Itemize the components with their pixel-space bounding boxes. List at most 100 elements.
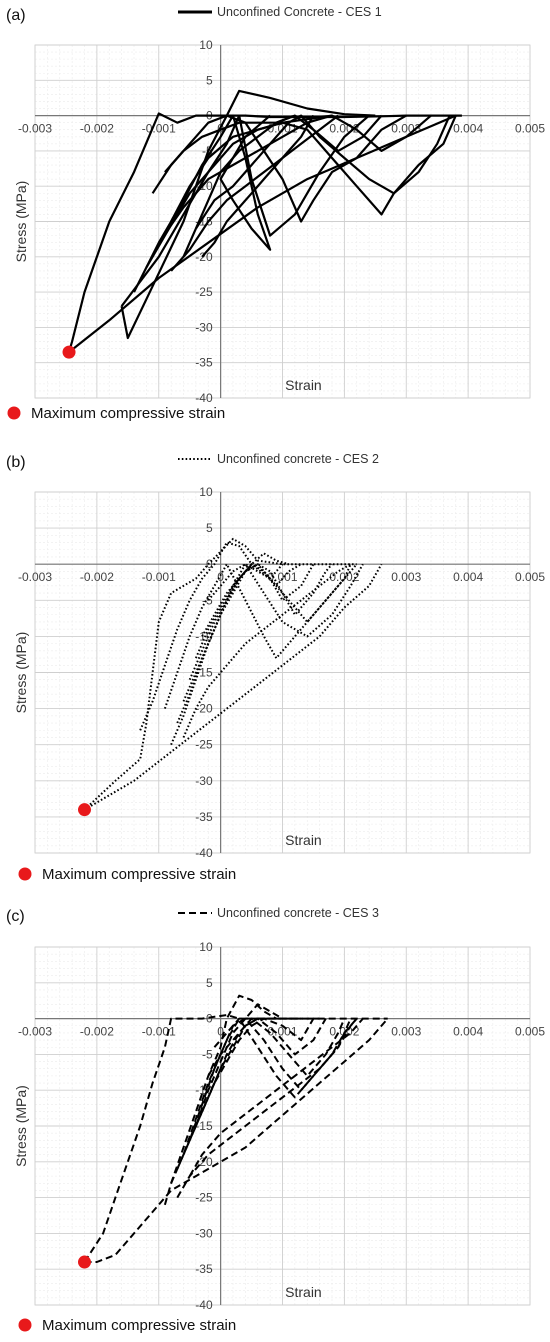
- x-tick-label: -0.002: [80, 1025, 114, 1039]
- x-tick-label: 0.005: [515, 570, 545, 584]
- y-tick-label: -25: [195, 738, 213, 752]
- note-text: Maximum compressive strain: [42, 1317, 236, 1334]
- y-tick-label: -25: [195, 1191, 213, 1205]
- stress-strain-path: [68, 114, 457, 353]
- chart-panel-3: (c) Unconfined concrete - CES 3 -0.003 -0.0…: [6, 906, 545, 1334]
- x-axis-title: Strain: [285, 832, 322, 848]
- x-tick-label: 0.003: [391, 1025, 421, 1039]
- y-tick-label: 10: [199, 38, 213, 52]
- stress-strain-path: [182, 563, 352, 738]
- x-tick-label: 0.003: [391, 122, 421, 136]
- x-axis-title: Strain: [285, 377, 322, 393]
- x-tick-label: -0.001: [142, 1025, 176, 1039]
- y-tick-label: 5: [206, 521, 213, 535]
- stress-strain-path: [84, 1017, 389, 1263]
- x-tick-label: 0.003: [391, 570, 421, 584]
- stress-strain-path: [213, 1017, 302, 1048]
- y-tick-label: -40: [195, 391, 213, 405]
- stress-strain-path: [67, 112, 462, 353]
- x-tick-label: 0.004: [453, 570, 483, 584]
- gridlines: [34, 44, 531, 399]
- panel-letter: (c): [6, 908, 25, 925]
- stress-strain-path: [120, 114, 333, 307]
- note-text: Maximum compressive strain: [42, 866, 236, 883]
- x-tick-label: 0.005: [515, 1025, 545, 1039]
- y-tick-label: 5: [206, 976, 213, 990]
- stress-strain-path: [188, 1017, 364, 1177]
- stress-strain-path: [164, 114, 296, 173]
- gridlines: [34, 946, 531, 1306]
- x-tick-label: -0.002: [80, 122, 114, 136]
- gridlines: [34, 491, 531, 854]
- x-tick-label: 0: [217, 570, 224, 584]
- y-axis-title: Stress (MPa): [13, 181, 29, 263]
- x-tick-label: -0.001: [142, 122, 176, 136]
- max-strain-point: [78, 1255, 91, 1269]
- x-tick-label: 0.002: [329, 122, 359, 136]
- x-tick-label: 0.004: [453, 1025, 483, 1039]
- y-axis-title: Stress (MPa): [13, 632, 29, 714]
- y-tick-label: 10: [199, 485, 213, 499]
- chart-panel-2: (b) Unconfined concrete - CES 2 -0.003 -0.0…: [6, 452, 545, 883]
- stress-strain-path: [176, 1017, 358, 1199]
- x-tick-label: 0.004: [453, 122, 483, 136]
- x-tick-label: -0.003: [18, 570, 52, 584]
- y-tick-label: 0: [206, 1012, 213, 1026]
- series-3: [83, 994, 389, 1263]
- stress-strain-path: [188, 552, 289, 681]
- stress-strain-path: [182, 563, 333, 702]
- y-tick-label: -35: [195, 810, 213, 824]
- stress-strain-path: [83, 537, 357, 811]
- stress-strain-path: [157, 114, 432, 244]
- y-tick-label: -35: [195, 1262, 213, 1276]
- y-tick-label: -40: [195, 1298, 213, 1312]
- x-tick-label: 0.005: [515, 122, 545, 136]
- legend-label: Unconfined concrete - CES 2: [217, 452, 379, 466]
- x-tick-label: -0.003: [18, 1025, 52, 1039]
- y-tick-label: -30: [195, 1226, 213, 1240]
- y-tick-label: -20: [195, 702, 213, 716]
- y-tick-label: 10: [199, 940, 213, 954]
- legend-label: Unconfined Concrete - CES 1: [217, 5, 382, 19]
- x-tick-label: 0: [217, 1025, 224, 1039]
- stress-strain-path: [83, 1014, 388, 1263]
- stress-strain-path: [207, 563, 284, 601]
- y-tick-label: -5: [202, 1047, 213, 1061]
- y-tick-label: -10: [195, 629, 213, 643]
- stress-strain-path: [139, 541, 253, 731]
- stress-strain-path: [163, 994, 277, 1206]
- x-tick-label: 0.001: [267, 1025, 297, 1039]
- y-tick-label: -5: [202, 593, 213, 607]
- note-marker: [18, 1318, 32, 1332]
- note-marker: [7, 406, 21, 420]
- x-tick-label: -0.003: [18, 122, 52, 136]
- y-tick-label: -35: [195, 356, 213, 370]
- stress-strain-path: [170, 114, 339, 272]
- legend-label: Unconfined concrete - CES 3: [217, 906, 379, 920]
- note-marker: [18, 867, 32, 881]
- panel-letter: (a): [6, 7, 26, 24]
- stress-strain-path: [170, 115, 457, 223]
- stress-strain-path: [207, 1017, 320, 1077]
- y-axis-title: Stress (MPa): [13, 1085, 29, 1167]
- stress-strain-path: [83, 563, 383, 811]
- max-strain-point: [62, 345, 76, 359]
- y-tick-label: -25: [195, 285, 213, 299]
- note-text: Maximum compressive strain: [31, 405, 225, 422]
- stress-strain-path: [194, 1017, 327, 1127]
- stress-strain-path: [163, 563, 358, 709]
- stress-strain-path: [170, 1003, 284, 1184]
- y-tick-label: -30: [195, 774, 213, 788]
- x-axis-title: Strain: [285, 1284, 322, 1300]
- x-tick-label: -0.001: [142, 570, 176, 584]
- stress-strain-path: [194, 563, 315, 659]
- y-tick-label: -15: [195, 1119, 213, 1133]
- stress-strain-path: [201, 115, 315, 258]
- stress-strain-path: [182, 114, 451, 258]
- y-tick-label: -40: [195, 846, 213, 860]
- x-tick-label: -0.002: [80, 570, 114, 584]
- series-2: [83, 537, 383, 811]
- stress-strain-path: [201, 1017, 315, 1113]
- y-tick-label: -30: [195, 320, 213, 334]
